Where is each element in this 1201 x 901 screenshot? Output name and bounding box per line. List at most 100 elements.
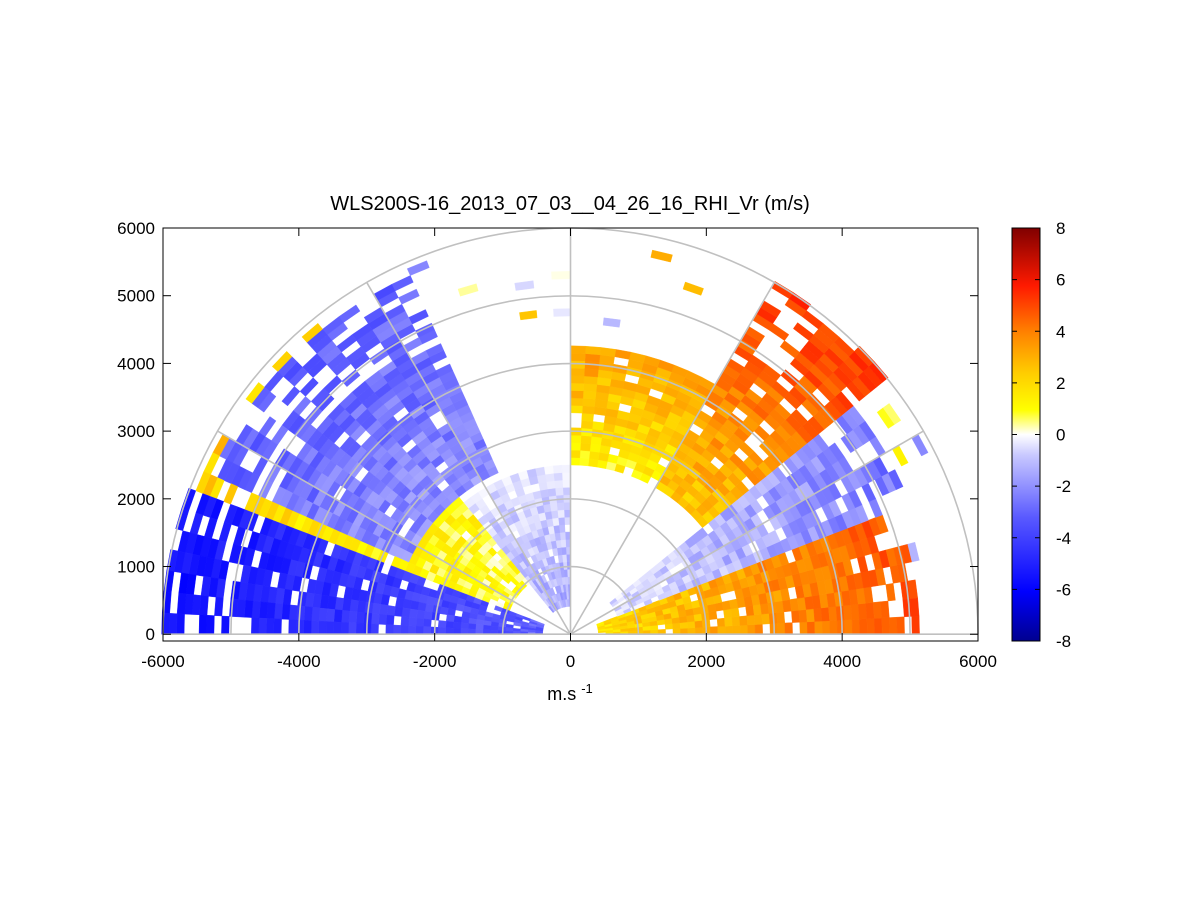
velocity-cell [198,614,208,635]
velocity-cell [570,390,584,399]
velocity-cell [288,619,297,635]
velocity-cell [558,524,566,533]
velocity-cell [258,617,267,635]
velocity-cell [554,479,564,489]
velocity-cell [680,627,689,635]
velocity-cell [544,473,555,483]
velocity-cell [672,622,681,630]
velocity-cell [370,623,379,635]
velocity-cell [318,607,328,622]
velocity-cell [553,472,563,481]
x-tick-label: -6000 [141,652,184,671]
velocity-cell [557,509,565,518]
velocity-cell [821,620,831,635]
velocity-cell [865,602,875,619]
velocity-cell [582,390,597,400]
velocity-cell [564,531,571,540]
elevation-spoke [570,430,924,635]
velocity-cell [310,620,320,635]
velocity-cell [882,403,902,425]
velocity-cell [777,622,786,635]
velocity-cell [407,625,417,635]
velocity-cell [887,469,904,490]
elevation-spoke [366,282,572,635]
velocity-cell [494,605,503,613]
velocity-cell [333,621,342,635]
velocity-cell [854,345,875,367]
velocity-cell [579,442,591,452]
velocity-cell [591,421,605,431]
velocity-cell [519,310,538,321]
velocity-cell [851,618,861,635]
velocity-cell [386,605,396,617]
velocity-cell [776,611,786,624]
velocity-cell [452,621,462,629]
velocity-cell [406,260,430,276]
velocity-cell [570,434,582,444]
velocity-cell [176,592,187,615]
velocity-cell [580,435,592,444]
velocity-cell [746,614,756,626]
velocity-cell [251,617,260,635]
velocity-cell [408,617,417,627]
velocity-cell [505,627,514,632]
colorbar-tick-label: -2 [1056,477,1071,496]
y-tick-label: 4000 [117,354,155,373]
velocity-cell [340,622,349,635]
velocity-cell [460,628,469,635]
velocity-cell [570,353,586,362]
colorbar-tick-label: 6 [1056,271,1065,290]
polar-grid [162,227,979,636]
x-tick-label: -2000 [413,652,456,671]
velocity-cell [318,620,327,635]
velocity-cell [579,457,590,467]
velocity-cell [355,622,364,635]
x-axis-label-base: m.s [547,684,576,704]
velocity-cell [581,412,594,422]
velocity-cell [561,464,571,473]
velocity-cell [716,617,726,627]
velocity-cell [770,281,794,299]
velocity-cell [560,539,567,548]
velocity-cell [552,464,563,474]
velocity-cell [401,607,411,618]
velocity-cell [258,601,269,619]
velocity-cell [445,627,454,635]
elevation-spoke [217,430,571,635]
velocity-cell [739,615,748,626]
velocity-cell [557,517,565,526]
x-tick-label: 0 [566,652,575,671]
y-tick-label: 5000 [117,287,155,306]
y-tick-label: 2000 [117,490,155,509]
velocity-cell [303,620,312,635]
velocity-cell [385,624,394,635]
velocity-cell [271,351,293,372]
velocity-cell [553,308,571,317]
velocity-cell [445,620,454,629]
velocity-cell [416,609,426,620]
colorbar-tick-label: 0 [1056,426,1065,445]
velocity-cell [206,614,215,635]
velocity-cell [806,621,816,635]
velocity-cell [546,480,556,490]
velocity-cell [583,368,599,378]
velocity-cell [682,281,704,296]
velocity-cell [679,621,689,629]
colorbar-tick-label: 8 [1056,219,1065,238]
velocity-cell [333,609,343,623]
velocity-cell [724,617,733,627]
velocity-cell [889,616,898,635]
velocity-cell [325,621,335,635]
velocity-cell [585,345,601,356]
colorbar-tick-label: -8 [1056,632,1071,651]
velocity-cell [570,405,583,414]
velocity-cell [724,625,734,635]
velocity-cell [392,624,402,635]
velocity-cell [896,616,905,635]
velocity-cell [570,449,581,459]
x-axis-label: m.s -1 [547,681,593,704]
velocity-cell [460,622,469,630]
velocity-cell [820,606,830,622]
velocity-cell [602,317,621,328]
